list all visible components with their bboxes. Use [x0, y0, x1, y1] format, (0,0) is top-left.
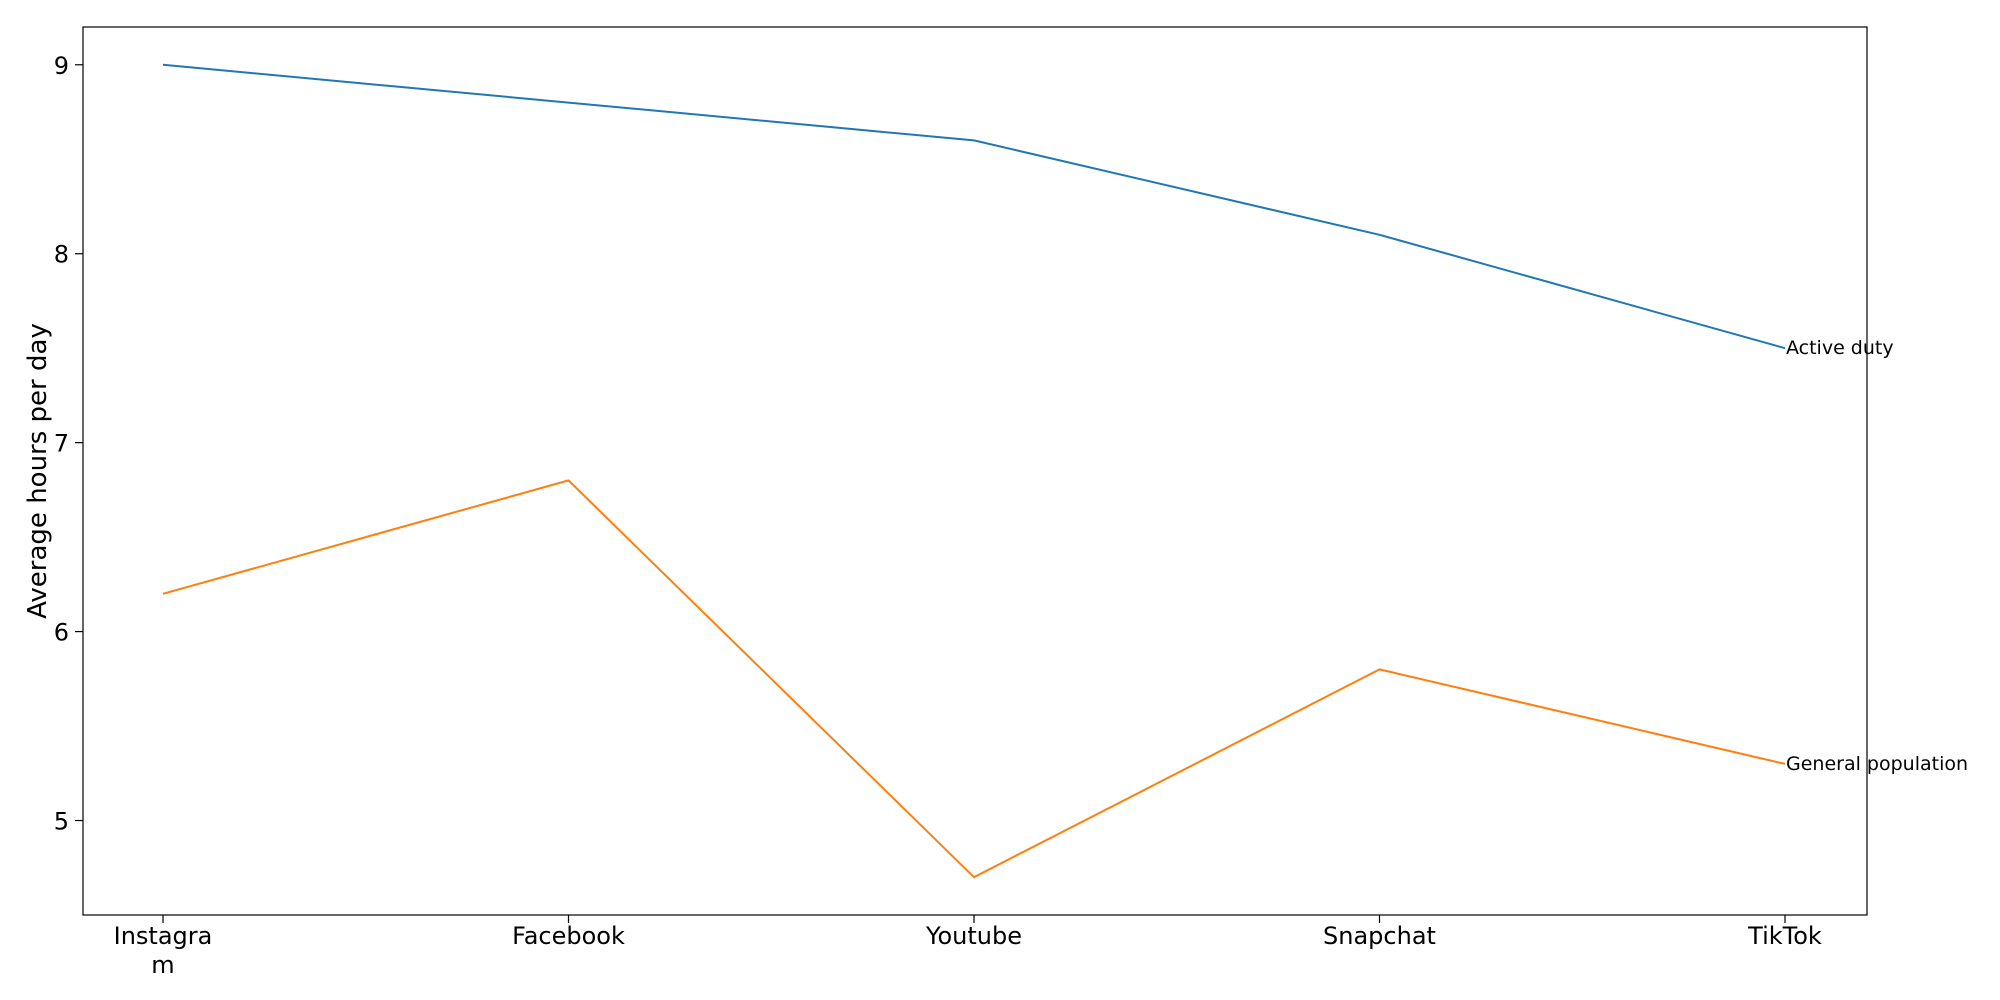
x-tick-label-line: Facebook: [512, 922, 625, 950]
x-tick-label-line: Snapchat: [1323, 922, 1436, 950]
plot-area: [82, 26, 1868, 916]
y-tick-label: 7: [54, 430, 69, 458]
x-tick-label: Snapchat: [1323, 922, 1436, 950]
series-line: [162, 63, 1786, 350]
series-end-label: General population: [1786, 753, 1968, 775]
x-tick-label: Instagra m: [114, 922, 213, 979]
series-end-label: Active duty: [1786, 337, 1894, 359]
y-axis-ticks: 5 6 7 8 9: [54, 52, 83, 836]
x-tick-label: Youtube: [925, 922, 1022, 950]
x-tick-label: Facebook: [512, 922, 625, 950]
x-tick-label: TikTok: [1747, 922, 1822, 950]
y-tick-label: 5: [54, 808, 69, 836]
x-tick-label-line: TikTok: [1747, 922, 1822, 950]
y-tick-label: 9: [54, 52, 69, 80]
x-tick-label-line: m: [151, 951, 174, 979]
series-lines: [162, 63, 1786, 879]
x-tick-label-line: Youtube: [925, 922, 1022, 950]
y-tick-label: 6: [54, 619, 69, 647]
y-tick-label: 8: [54, 241, 69, 269]
series-labels: Active duty General population: [1786, 337, 1968, 775]
x-axis-ticks: Instagra m Facebook Youtube Snapchat TikTok: [114, 915, 1822, 979]
y-axis-label: Average hours per day: [23, 323, 53, 619]
series-line: [162, 479, 1786, 879]
x-tick-label-line: Instagra: [114, 922, 213, 950]
